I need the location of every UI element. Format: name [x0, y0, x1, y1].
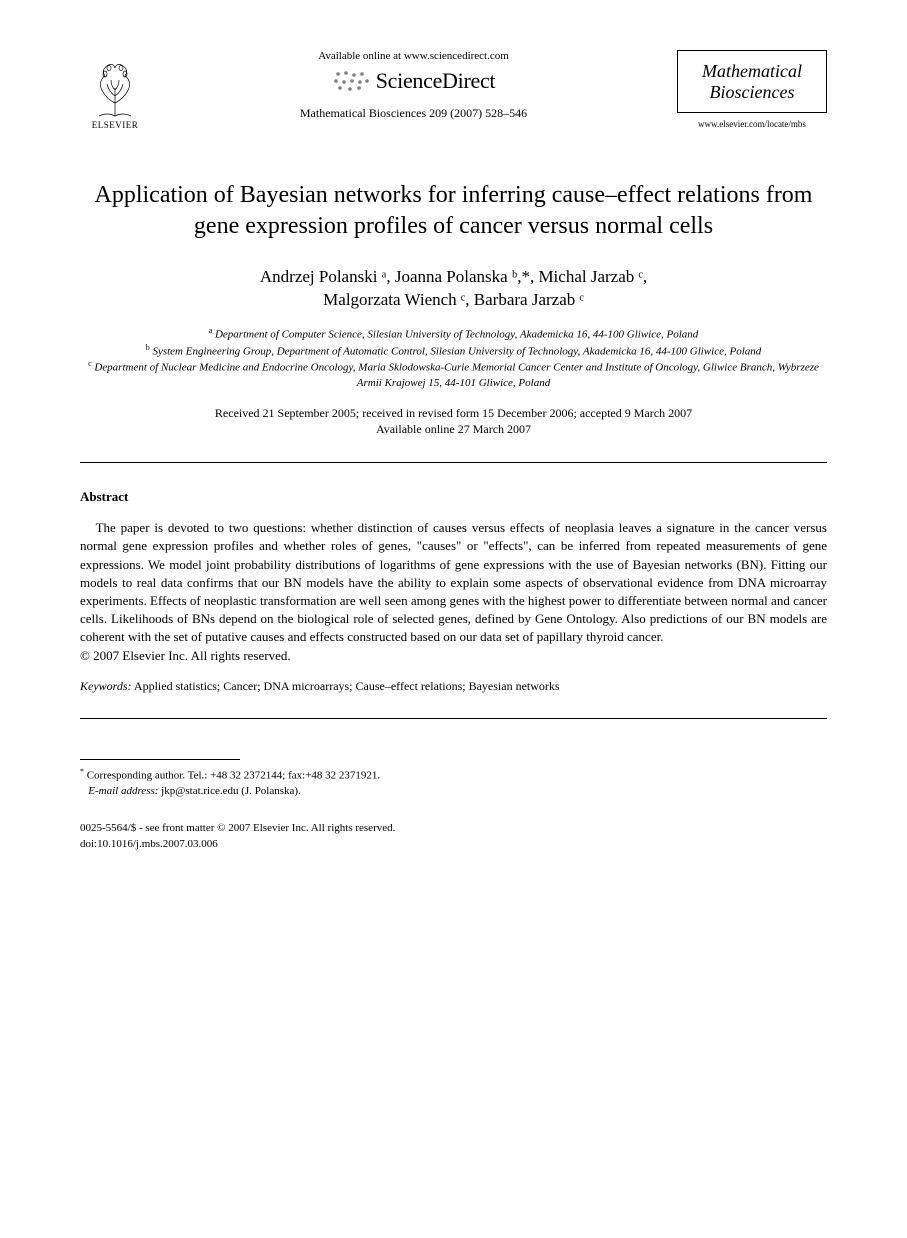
citation-line: Mathematical Biosciences 209 (2007) 528–… [170, 106, 657, 121]
article-dates: Received 21 September 2005; received in … [80, 405, 827, 439]
center-header: Available online at www.sciencedirect.co… [150, 50, 677, 121]
affiliation-b: b System Engineering Group, Department o… [80, 343, 827, 360]
sciencedirect-logo: ScienceDirect [170, 68, 657, 94]
publisher-name: ELSEVIER [92, 120, 139, 130]
corresponding-author-footnote: * Corresponding author. Tel.: +48 32 237… [80, 766, 827, 799]
affiliation-c: c Department of Nuclear Medicine and End… [80, 359, 827, 390]
rule-before-abstract [80, 462, 827, 463]
authors-line2: Malgorzata Wiench ᶜ, Barbara Jarzab ᶜ [323, 290, 584, 309]
abstract-heading: Abstract [80, 489, 827, 505]
email-owner: (J. Polanska). [241, 785, 301, 797]
rule-after-keywords [80, 718, 827, 719]
sciencedirect-text: ScienceDirect [376, 68, 495, 94]
frontmatter-doi: doi:10.1016/j.mbs.2007.03.006 [80, 838, 218, 850]
available-online-text: Available online at www.sciencedirect.co… [170, 50, 657, 62]
dates-line2: Available online 27 March 2007 [376, 422, 531, 436]
author-list: Andrzej Polanski ᵃ, Joanna Polanska ᵇ,*,… [80, 266, 827, 312]
frontmatter-line1: 0025-5564/$ - see front matter © 2007 El… [80, 822, 395, 834]
keywords: Keywords: Applied statistics; Cancer; DN… [80, 679, 827, 694]
journal-title-line1: Mathematical [684, 61, 820, 82]
authors-line1: Andrzej Polanski ᵃ, Joanna Polanska ᵇ,*,… [260, 267, 647, 286]
abstract-body: The paper is devoted to two questions: w… [80, 519, 827, 665]
email-label: E-mail address: [88, 785, 158, 797]
journal-title-line2: Biosciences [684, 82, 820, 103]
affiliation-a: a Department of Computer Science, Silesi… [80, 326, 827, 343]
front-matter: 0025-5564/$ - see front matter © 2007 El… [80, 821, 827, 852]
corresponding-text: Corresponding author. Tel.: +48 32 23721… [87, 769, 380, 781]
article-title: Application of Bayesian networks for inf… [80, 180, 827, 242]
keywords-label: Keywords: [80, 679, 132, 693]
abstract-copyright: © 2007 Elsevier Inc. All rights reserved… [80, 648, 291, 663]
affiliations: a Department of Computer Science, Silesi… [80, 326, 827, 390]
elsevier-tree-icon [87, 58, 143, 118]
page-header: ELSEVIER Available online at www.science… [80, 50, 827, 130]
footnote-rule [80, 759, 240, 760]
sciencedirect-dots-icon [332, 70, 370, 92]
journal-url: www.elsevier.com/locate/mbs [677, 119, 827, 129]
email-address: jkp@stat.rice.edu [161, 785, 238, 797]
journal-box: Mathematical Biosciences www.elsevier.co… [677, 50, 827, 129]
dates-line1: Received 21 September 2005; received in … [215, 406, 692, 420]
publisher-logo: ELSEVIER [80, 50, 150, 130]
journal-title-box: Mathematical Biosciences [677, 50, 827, 113]
keywords-list: Applied statistics; Cancer; DNA microarr… [134, 679, 560, 693]
